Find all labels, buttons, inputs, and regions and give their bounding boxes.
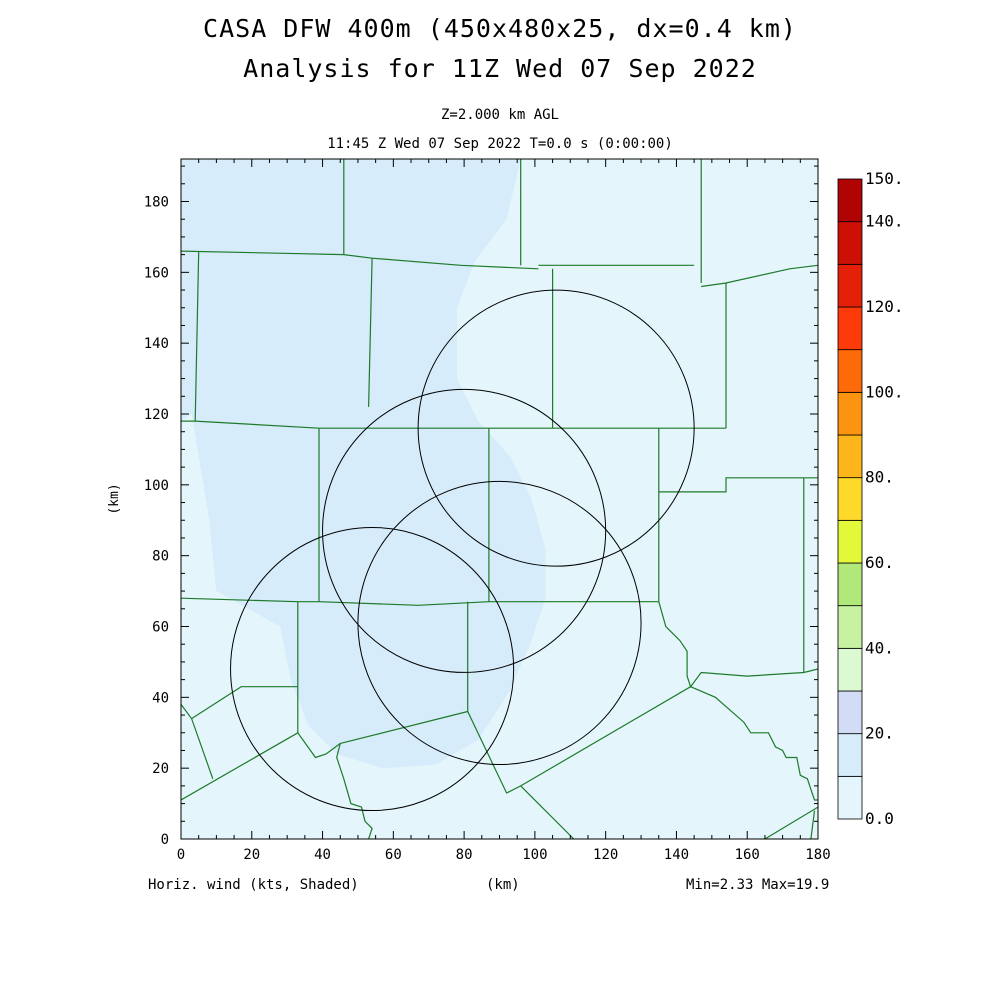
- county-line: [181, 732, 341, 801]
- x-tick-label: 100: [522, 847, 547, 863]
- y-tick-label: 180: [144, 195, 169, 211]
- plot-clip-group: [181, 159, 818, 839]
- colorbar-segment: [837, 519, 863, 564]
- x-tick-label: 40: [314, 847, 331, 863]
- y-tick-label: 100: [144, 478, 169, 494]
- y-tick-label: 140: [144, 336, 169, 352]
- axes: 0 20 40 60 80 100 120 140 160 180 0 20 40 60 80 100 120 1…: [107, 158, 831, 863]
- county-line: [764, 806, 818, 839]
- county-line: [810, 810, 816, 839]
- radar-ring: [322, 388, 607, 673]
- colorbar-label: 40.: [865, 638, 894, 657]
- colorbar-segment: [837, 306, 863, 351]
- colorbar-segment: [837, 391, 863, 436]
- county-line: [690, 686, 818, 801]
- colorbar-segment: [837, 647, 863, 692]
- county-line: [368, 258, 373, 407]
- x-tick-label: 20: [243, 847, 260, 863]
- y-tick-label: 60: [152, 620, 169, 636]
- x-tick-label: 0: [177, 847, 185, 863]
- county-line: [181, 597, 659, 606]
- y-tick-label: 0: [161, 832, 169, 848]
- colorbar-segment: [837, 690, 863, 735]
- colorbar-segment: [837, 434, 863, 479]
- colorbar-label: 80.: [865, 468, 894, 487]
- x-tick-label: 160: [735, 847, 760, 863]
- colorbar: 0.0 20. 40. 60. 80. 100. 120. 140. 150.: [837, 169, 904, 828]
- y-tick-label: 160: [144, 265, 169, 281]
- colorbar-segment: [837, 605, 863, 649]
- field-label: Horiz. wind (kts, Shaded): [148, 877, 359, 893]
- chart-title-line1: CASA DFW 400m (450x480x25, dx=0.4 km): [203, 14, 797, 43]
- county-line: [520, 785, 575, 839]
- y-tick-label: 120: [144, 407, 169, 423]
- radar-ring: [417, 289, 695, 567]
- colorbar-label: 60.: [865, 553, 894, 572]
- county-line: [658, 477, 818, 493]
- colorbar-segment: [837, 562, 863, 607]
- colorbar-segment: [837, 221, 863, 265]
- plot-area: [181, 159, 818, 839]
- county-line: [181, 420, 726, 429]
- level-label: Z=2.000 km AGL: [440, 107, 559, 123]
- x-tick-label: 140: [664, 847, 689, 863]
- colorbar-segment: [837, 733, 863, 777]
- colorbar-label: 140.: [865, 212, 904, 231]
- county-line: [194, 251, 200, 422]
- shaded-region-10-20: [181, 159, 546, 769]
- county-line: [336, 743, 373, 839]
- time-label: 11:45 Z Wed 07 Sep 2022 T=0.0 s (0:00:00…: [327, 136, 673, 152]
- colorbar-segment: [837, 263, 863, 308]
- y-tick-label: 40: [152, 690, 169, 706]
- x-axis-unit: (km): [486, 877, 520, 893]
- county-line: [340, 686, 691, 794]
- colorbar-label: 100.: [865, 382, 904, 401]
- x-tick-label: 180: [805, 847, 830, 863]
- x-tick-label: 60: [385, 847, 402, 863]
- county-line: [701, 264, 818, 288]
- colorbar-segment: [837, 775, 863, 820]
- colorbar-label: 120.: [865, 297, 904, 316]
- x-tick-label: 80: [456, 847, 473, 863]
- county-line: [191, 686, 298, 720]
- colorbar-label: 20.: [865, 724, 894, 743]
- colorbar-segment: [837, 349, 863, 393]
- colorbar-segment: [837, 178, 863, 223]
- x-tick-label: 120: [593, 847, 618, 863]
- colorbar-label: 150.: [865, 169, 904, 188]
- colorbar-segment: [837, 477, 863, 521]
- y-tick-label: 80: [152, 549, 169, 565]
- radar-ring: [357, 480, 642, 766]
- radar-ring: [230, 526, 515, 812]
- colorbar-label: 0.0: [865, 809, 894, 828]
- county-line: [658, 601, 818, 688]
- chart-title-line2: Analysis for 11Z Wed 07 Sep 2022: [243, 54, 757, 83]
- y-axis-label: (km): [107, 483, 122, 514]
- min-max-label: Min=2.33 Max=19.9: [686, 877, 830, 893]
- y-tick-label: 20: [152, 761, 169, 777]
